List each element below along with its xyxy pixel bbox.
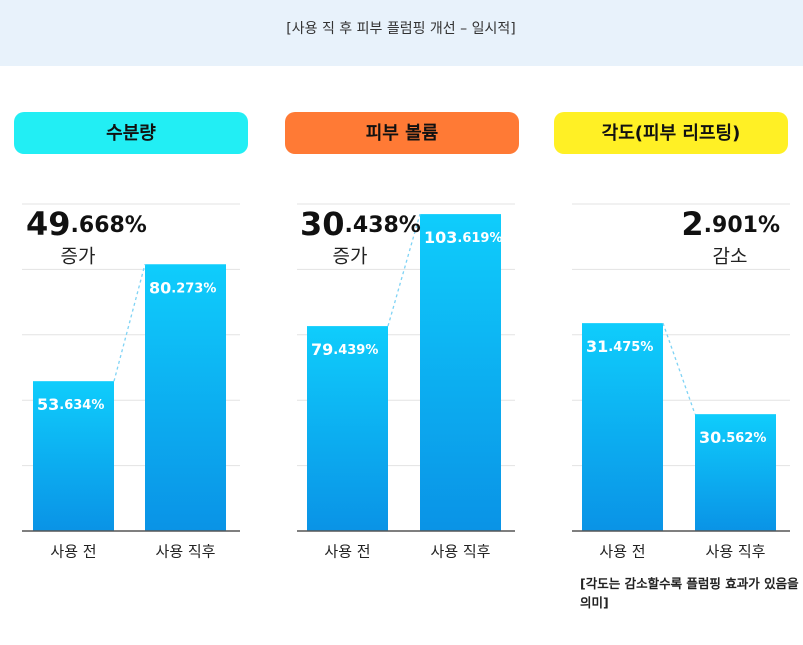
chart-title: 각도(피부 리프팅) bbox=[602, 123, 741, 144]
connector bbox=[113, 264, 146, 382]
value-label: 103.619% bbox=[424, 228, 503, 247]
header-title: [사용 직 후 피부 플럼핑 개선 – 일시적] bbox=[286, 21, 515, 37]
header-band bbox=[0, 0, 803, 66]
x-tick-label: 사용 전 bbox=[324, 543, 370, 561]
bar bbox=[695, 414, 776, 531]
bar bbox=[33, 381, 114, 531]
x-tick-label: 사용 직후 bbox=[156, 543, 216, 561]
change-label: 2.901% bbox=[681, 205, 780, 243]
x-tick-label: 사용 직후 bbox=[706, 543, 766, 561]
x-tick-label: 사용 전 bbox=[599, 543, 645, 561]
value-label: 80.273% bbox=[149, 278, 216, 297]
bar bbox=[145, 264, 226, 531]
change-label: 30.438% bbox=[300, 205, 421, 243]
chart-title: 수분량 bbox=[106, 123, 156, 144]
connector bbox=[387, 213, 421, 327]
value-label: 79.439% bbox=[311, 340, 378, 359]
bar bbox=[307, 326, 388, 531]
title-pill bbox=[285, 112, 519, 154]
connector bbox=[662, 322, 696, 415]
x-tick-label: 사용 직후 bbox=[431, 543, 491, 561]
title-pill bbox=[554, 112, 788, 154]
title-pill bbox=[14, 112, 248, 154]
x-tick-label: 사용 전 bbox=[50, 543, 96, 561]
change-label: 49.668% bbox=[26, 205, 147, 243]
bar bbox=[582, 323, 663, 531]
change-word: 증가 bbox=[61, 246, 96, 268]
value-label: 30.562% bbox=[699, 428, 766, 447]
bar bbox=[420, 214, 501, 531]
note: [각도는 감소할수록 플럼핑 효과가 있음을 의미] bbox=[580, 576, 799, 610]
value-label: 31.475% bbox=[586, 337, 653, 356]
change-word: 감소 bbox=[713, 246, 748, 268]
value-label: 53.634% bbox=[37, 395, 104, 414]
chart-title: 피부 볼륨 bbox=[366, 123, 439, 144]
change-word: 증가 bbox=[333, 246, 368, 268]
